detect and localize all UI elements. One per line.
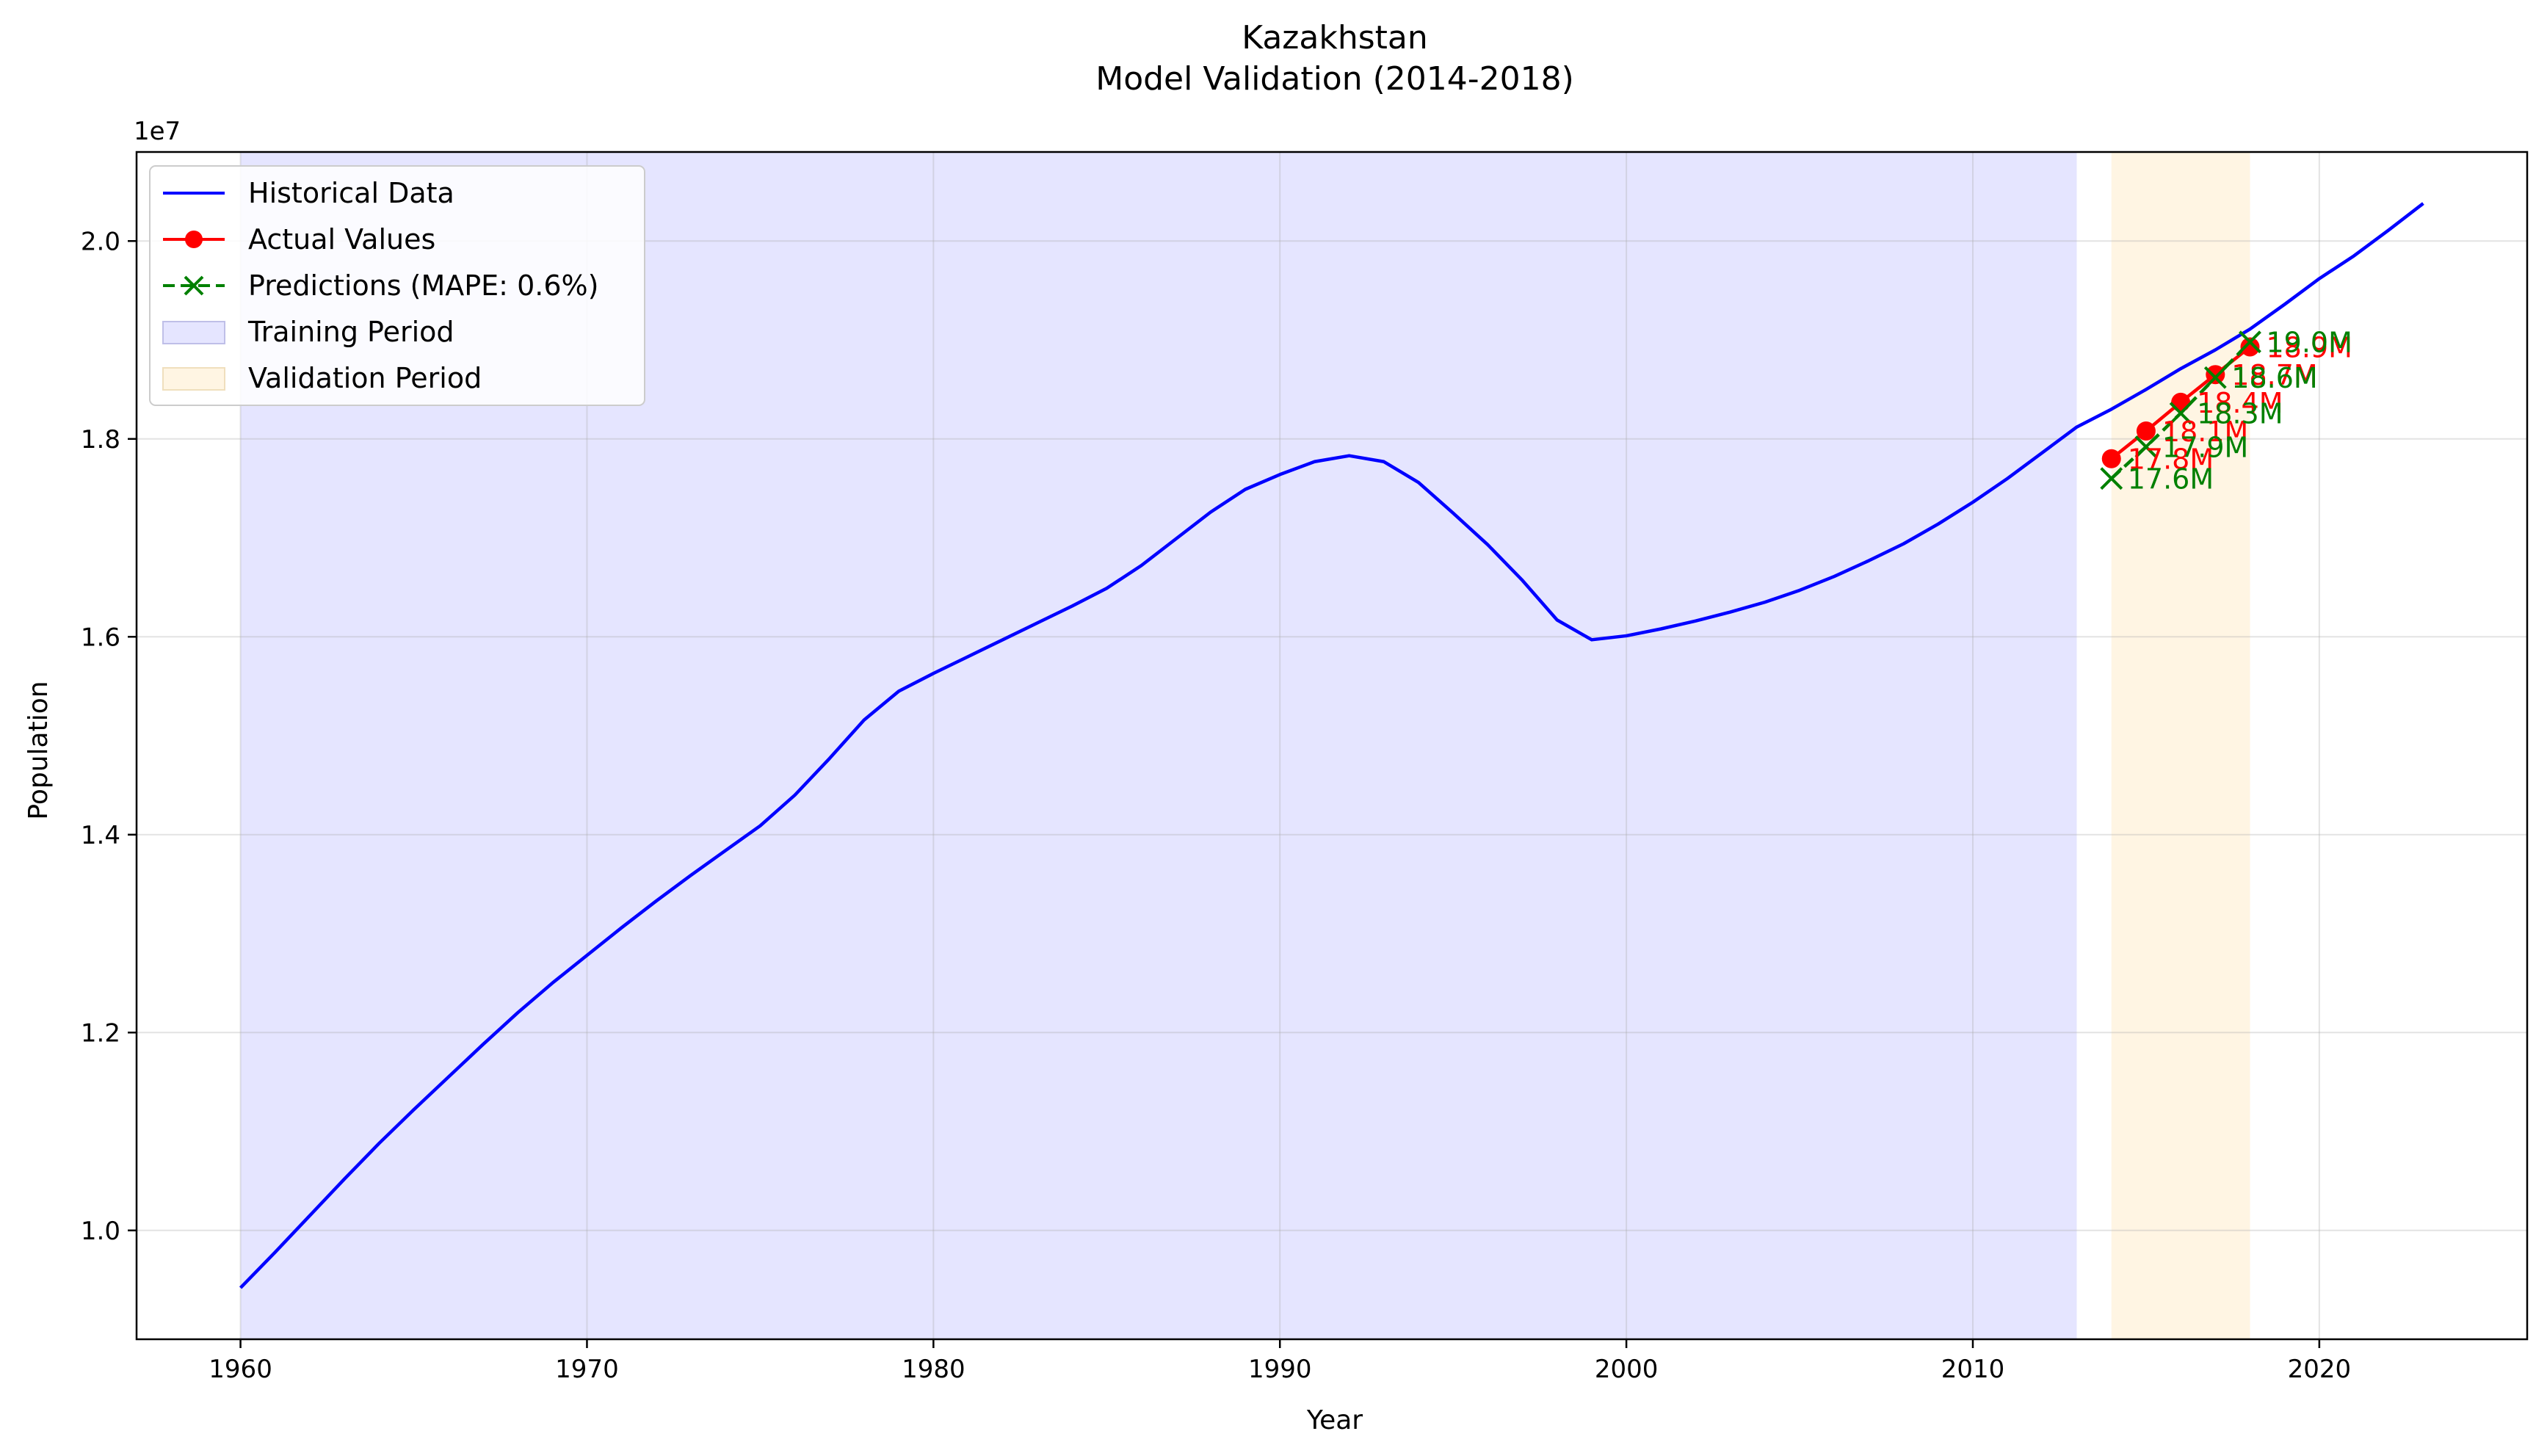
actual-value-label: 18.9M [2266,331,2352,363]
legend-training-swatch [162,321,225,344]
actual-value-point [2171,392,2191,412]
legend-historical-label: Historical Data [248,177,454,209]
prediction-value-label: 17.6M [2128,463,2214,496]
y-tick-label: 1.0 [81,1217,120,1246]
actual-value-point [2101,449,2121,468]
x-tick-label: 1960 [209,1355,272,1384]
x-tick-label: 2000 [1595,1355,1659,1384]
y-axis-label: Population [23,681,54,819]
prediction-value-label: 18.3M [2197,398,2283,430]
actual-value-label: 18.4M [2197,387,2283,419]
chart-title: Kazakhstan [1242,19,1428,57]
actual-value-label: 18.1M [2162,416,2248,448]
legend-actual-marker [185,231,203,248]
prediction-point [2239,330,2261,354]
legend-validation-swatch [162,367,225,391]
y-axis-ticks: 1.0 1.2 1.4 1.6 1.8 2.0 [81,227,137,1246]
legend-validation-label: Validation Period [248,362,482,394]
x-axis-label: Year [1306,1405,1363,1435]
prediction-point [2203,366,2227,389]
legend-predictions-label: Predictions (MAPE: 0.6%) [248,269,598,302]
x-tick-label: 1970 [555,1355,619,1384]
y-tick-label: 1.6 [81,623,120,652]
prediction-value-label: 17.9M [2162,432,2248,464]
actual-value-label: 18.7M [2231,359,2317,391]
legend-box [149,165,645,406]
prediction-point [2100,467,2123,490]
actual-value-point [2206,365,2225,385]
x-axis-ticks: 1960 1970 1980 1990 2000 2010 2020 [209,1339,2351,1384]
x-tick-label: 1980 [902,1355,965,1384]
x-tick-label: 2020 [2288,1355,2352,1384]
y-tick-label: 2.0 [81,227,120,256]
y-offset-label: 1e7 [134,117,181,146]
legend: Historical Data Actual Values Prediction… [149,165,645,406]
actual-value-point [2136,421,2156,441]
chart-subtitle: Model Validation (2014-2018) [1095,60,1574,98]
legend-actual-label: Actual Values [248,223,435,256]
prediction-value-label: 18.6M [2231,362,2317,394]
legend-predictions-marker [184,275,204,296]
y-tick-label: 1.2 [81,1018,120,1048]
actual-value-point [2240,337,2260,357]
x-tick-label: 2010 [1941,1355,2005,1384]
validation-period-region [2111,152,2250,1339]
y-tick-label: 1.4 [81,821,120,850]
y-tick-label: 1.8 [81,425,120,454]
x-tick-label: 1990 [1248,1355,1312,1384]
plot-area-frame [135,151,2529,1341]
legend-training-label: Training Period [247,316,454,348]
prediction-point [2169,402,2192,425]
prediction-value-label: 19.0M [2266,327,2352,359]
prediction-point [2134,435,2158,458]
historical-data-line [239,202,2424,1289]
actual-value-label: 17.8M [2128,443,2214,476]
series-layer [239,202,2424,1289]
